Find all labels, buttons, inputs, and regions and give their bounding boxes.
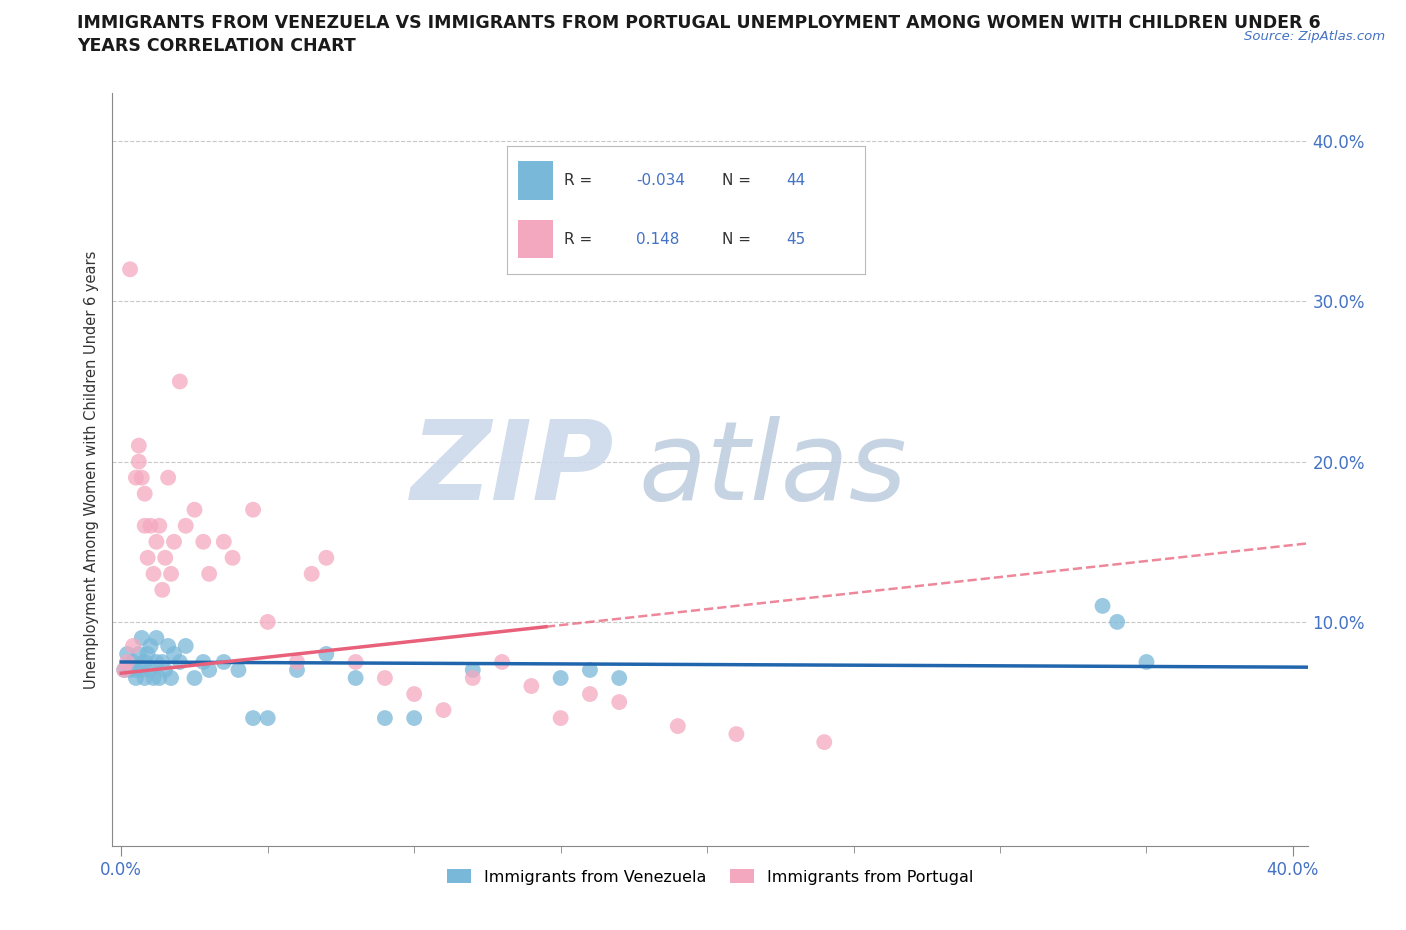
Point bbox=[212, 655, 235, 670]
Point bbox=[153, 662, 177, 677]
Point bbox=[128, 454, 150, 469]
Point bbox=[136, 551, 159, 565]
Point bbox=[125, 671, 148, 685]
Point bbox=[1135, 655, 1157, 670]
Text: ZIP: ZIP bbox=[411, 416, 614, 524]
Point bbox=[128, 646, 150, 661]
Point bbox=[112, 662, 135, 677]
Point bbox=[120, 662, 141, 677]
Point bbox=[242, 502, 264, 517]
Point bbox=[301, 566, 323, 581]
Text: YEARS CORRELATION CHART: YEARS CORRELATION CHART bbox=[77, 37, 356, 55]
Point bbox=[550, 711, 572, 725]
Point bbox=[139, 662, 162, 677]
Point bbox=[145, 655, 167, 670]
Point bbox=[461, 671, 484, 685]
Point bbox=[607, 695, 630, 710]
Text: atlas: atlas bbox=[638, 416, 907, 524]
Point bbox=[122, 639, 145, 654]
Point bbox=[139, 639, 162, 654]
Point bbox=[115, 646, 138, 661]
Point bbox=[221, 551, 243, 565]
Point bbox=[550, 671, 572, 685]
Point bbox=[157, 639, 180, 654]
Point bbox=[520, 679, 543, 694]
Point bbox=[148, 671, 170, 685]
Point bbox=[122, 655, 145, 670]
Point bbox=[432, 703, 454, 718]
Point bbox=[242, 711, 264, 725]
Point bbox=[228, 662, 250, 677]
Point bbox=[344, 671, 367, 685]
Text: Source: ZipAtlas.com: Source: ZipAtlas.com bbox=[1244, 30, 1385, 43]
Point bbox=[193, 655, 215, 670]
Point bbox=[212, 535, 235, 550]
Point bbox=[579, 686, 602, 701]
Point bbox=[136, 646, 159, 661]
Point bbox=[198, 566, 221, 581]
Point bbox=[134, 518, 156, 533]
Point bbox=[256, 711, 278, 725]
Point bbox=[1091, 598, 1114, 613]
Point bbox=[1107, 615, 1129, 630]
Point bbox=[813, 735, 835, 750]
Point bbox=[153, 551, 177, 565]
Y-axis label: Unemployment Among Women with Children Under 6 years: Unemployment Among Women with Children U… bbox=[84, 250, 100, 689]
Point bbox=[491, 655, 513, 670]
Point bbox=[139, 518, 162, 533]
Point bbox=[150, 655, 173, 670]
Point bbox=[169, 374, 191, 389]
Point bbox=[128, 438, 150, 453]
Point bbox=[315, 551, 337, 565]
Point bbox=[142, 671, 165, 685]
Point bbox=[142, 566, 165, 581]
Point bbox=[461, 662, 484, 677]
Point bbox=[183, 502, 205, 517]
Point bbox=[163, 646, 186, 661]
Legend: Immigrants from Venezuela, Immigrants from Portugal: Immigrants from Venezuela, Immigrants fr… bbox=[440, 863, 980, 891]
Point bbox=[344, 655, 367, 670]
Point bbox=[374, 711, 396, 725]
Point bbox=[131, 662, 153, 677]
Point bbox=[115, 655, 138, 670]
Point bbox=[183, 671, 205, 685]
Point bbox=[285, 655, 308, 670]
Point bbox=[174, 518, 197, 533]
Point bbox=[285, 662, 308, 677]
Point bbox=[120, 262, 141, 277]
Point bbox=[607, 671, 630, 685]
Point bbox=[131, 631, 153, 645]
Point bbox=[163, 535, 186, 550]
Point bbox=[148, 518, 170, 533]
Text: IMMIGRANTS FROM VENEZUELA VS IMMIGRANTS FROM PORTUGAL UNEMPLOYMENT AMONG WOMEN W: IMMIGRANTS FROM VENEZUELA VS IMMIGRANTS … bbox=[77, 14, 1322, 32]
Point bbox=[315, 646, 337, 661]
Point bbox=[374, 671, 396, 685]
Point bbox=[134, 486, 156, 501]
Point bbox=[131, 471, 153, 485]
Point bbox=[125, 662, 148, 677]
Point bbox=[112, 662, 135, 677]
Point bbox=[404, 686, 426, 701]
Point bbox=[198, 662, 221, 677]
Point bbox=[160, 671, 183, 685]
Point bbox=[256, 615, 278, 630]
Point bbox=[145, 631, 167, 645]
Point bbox=[579, 662, 602, 677]
Point bbox=[666, 719, 689, 734]
Point bbox=[134, 655, 156, 670]
Point bbox=[134, 671, 156, 685]
Point bbox=[150, 582, 173, 597]
Point bbox=[125, 471, 148, 485]
Point bbox=[157, 471, 180, 485]
Point bbox=[169, 655, 191, 670]
Point bbox=[160, 566, 183, 581]
Point bbox=[174, 639, 197, 654]
Point bbox=[193, 535, 215, 550]
Point bbox=[404, 711, 426, 725]
Point bbox=[145, 535, 167, 550]
Point bbox=[725, 726, 748, 741]
